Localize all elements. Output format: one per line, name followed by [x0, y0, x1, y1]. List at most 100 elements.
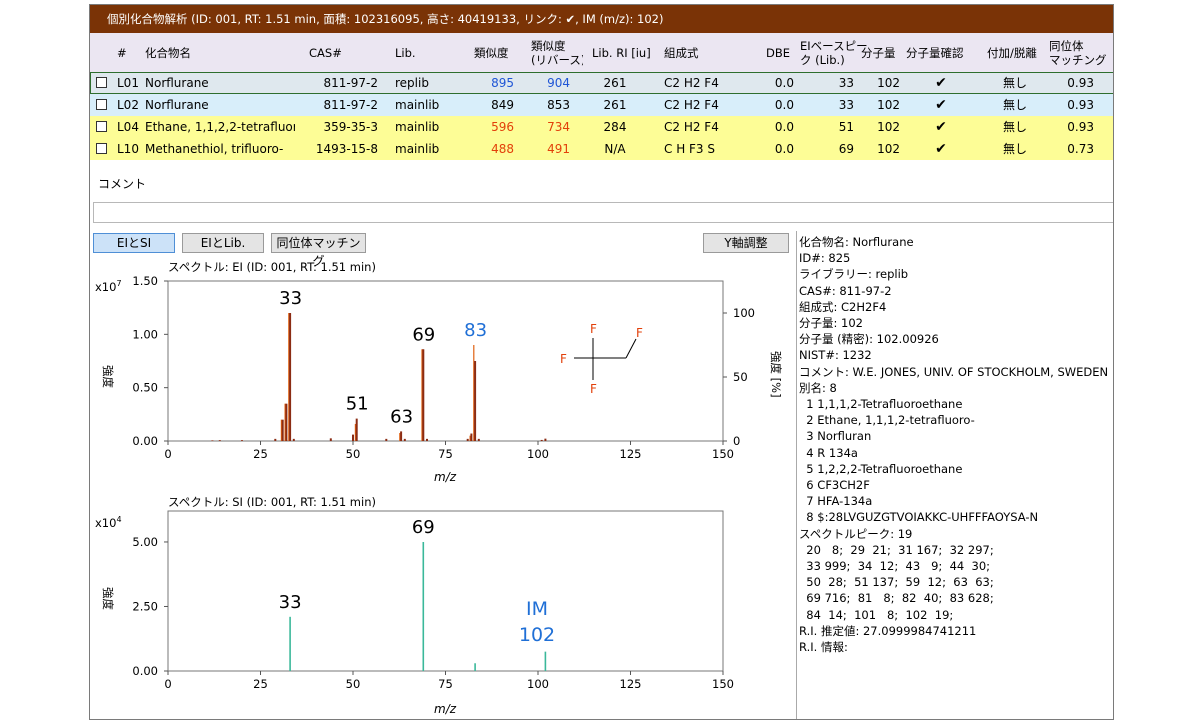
ei-y-exponent-base: x107: [95, 279, 122, 294]
si-y-axis-label: 強度: [101, 587, 115, 610]
table-row[interactable]: L01 Norflurane 811-97-2 replib 895 904 261 C2 H…: [90, 72, 1113, 94]
ei-peak-label: 51: [346, 394, 369, 415]
info-line: 化合物名: Norflurane: [799, 235, 914, 249]
cell-dbe: 0.0: [774, 98, 794, 112]
col-header-reverse-similarity[interactable]: 類似度 (リバース): [531, 38, 583, 67]
cell-ri: 284: [603, 120, 627, 134]
si-chart-title: スペクトル: SI (ID: 001, RT: 1.51 min): [168, 495, 376, 509]
ei-peak-label: 63: [390, 406, 413, 427]
cell-iso: 0.93: [1067, 98, 1094, 112]
col-header-cas[interactable]: CAS#: [309, 45, 342, 60]
y-axis-adjust-button[interactable]: Y軸調整: [703, 233, 789, 253]
info-line: 20 8; 29 21; 31 167; 32 297;: [799, 542, 994, 557]
cell-rsim: 734: [547, 120, 570, 134]
info-line: 69 716; 81 8; 82 40; 83 628;: [799, 591, 994, 606]
cell-rsim: 491: [547, 142, 570, 156]
table-header: # 化合物名 CAS# Lib. 類似度 類似度 (リバース) Lib. RI …: [90, 33, 1113, 72]
info-line: スペクトルピーク: 19: [799, 526, 913, 541]
si-x-tick-label: 25: [253, 677, 268, 691]
cell-cas: 1493-15-8: [315, 142, 378, 156]
si-y-tick-label: 5.00: [132, 535, 158, 549]
cell-lib: replib: [395, 76, 429, 90]
cell-base: 33: [838, 76, 854, 90]
comment-input[interactable]: [93, 202, 1113, 223]
col-header-mw[interactable]: 分子量: [861, 45, 896, 60]
si-y-tick-label: 0.00: [132, 664, 158, 678]
cell-dbe: 0.0: [774, 142, 794, 156]
ei-y-axis-label: 強度: [101, 365, 115, 388]
col-header-dbe[interactable]: DBE: [766, 45, 791, 60]
info-line: 2 Ethane, 1,1,1,2-tetrafluoro-: [799, 413, 975, 428]
structure-atom: F: [560, 352, 567, 366]
info-line: 4 R 134a: [799, 445, 858, 460]
info-line: 組成式: C2H2F4: [799, 299, 887, 314]
cell-formula: C2 H2 F4: [664, 120, 719, 134]
ei-peak-label: 83: [464, 320, 487, 341]
ei-y2-axis-label: 強度 [%]: [769, 351, 783, 398]
spectrum-charts: スペクトル: EI (ID: 001, RT: 1.51 min) x107 強…: [95, 260, 783, 716]
si-im-mass-label: 102: [519, 624, 555, 646]
cell-ri: 261: [603, 98, 627, 112]
isotope-matching-button[interactable]: 同位体マッチング: [271, 233, 366, 268]
col-header-lib-ri[interactable]: Lib. RI [iu]: [592, 45, 651, 60]
col-header-adduct[interactable]: 付加/脱離: [987, 45, 1037, 60]
row-checkbox[interactable]: [96, 99, 107, 110]
cell-mw: 102: [877, 98, 900, 112]
cell-iso: 0.93: [1067, 76, 1094, 90]
info-line: 33 999; 34 12; 43 9; 44 30;: [799, 559, 991, 574]
row-checkbox[interactable]: [96, 121, 107, 132]
table-row[interactable]: L10 Methanethiol, trifluoro- 1493-15-8 main…: [90, 138, 1113, 160]
info-line: ID#: 825: [799, 251, 851, 266]
ei-si-button[interactable]: EIとSI: [93, 233, 175, 253]
row-checkbox[interactable]: [96, 77, 107, 88]
cell-adduct: 無し: [1002, 120, 1027, 134]
ei-x-tick-label: 150: [712, 447, 734, 461]
structure-atom: F: [636, 326, 643, 340]
ei-lib-button[interactable]: EIとLib.: [182, 233, 264, 253]
si-x-tick-label: 50: [346, 677, 361, 691]
col-header-ei-base-peak[interactable]: EIベースピー ク (Lib.): [800, 38, 868, 67]
ei-peak-label: 69: [412, 324, 435, 345]
cell-sim: 895: [491, 76, 514, 90]
cell-sim: 596: [491, 120, 514, 134]
si-x-tick-label: 100: [527, 677, 549, 691]
cell-lib: mainlib: [395, 98, 440, 112]
col-header-index[interactable]: #: [117, 45, 127, 60]
si-spectrum-chart: スペクトル: SI (ID: 001, RT: 1.51 min) x104 強…: [95, 495, 734, 716]
structure-image: F F F F: [560, 322, 643, 396]
table-row[interactable]: L02 Norflurane 811-97-2 mainlib 849 853 261 C2 …: [90, 94, 1113, 116]
cell-mw: 102: [877, 142, 900, 156]
ei-spectrum-chart: スペクトル: EI (ID: 001, RT: 1.51 min) x107 強…: [95, 260, 783, 484]
col-header-lib[interactable]: Lib.: [395, 45, 416, 60]
info-line: ライブラリー: replib: [799, 267, 909, 282]
table-row[interactable]: L04 Ethane, 1,1,2,2-tetrafluoro- 359-35-3 m…: [90, 116, 1113, 138]
cell-confirm: ✔: [935, 141, 947, 157]
si-x-axis-label: m/z: [434, 702, 457, 716]
cell-name: Ethane, 1,1,2,2-tetrafluoro-: [145, 120, 295, 134]
info-line: R.I. 情報:: [799, 640, 848, 655]
structure-atom: F: [590, 382, 597, 396]
row-checkbox[interactable]: [96, 143, 107, 154]
col-header-isotope-matching[interactable]: 同位体 マッチング: [1049, 38, 1107, 67]
info-line: コメント: W.E. JONES, UNIV. OF STOCKHOLM, SW…: [799, 364, 1109, 379]
cell-cas: 359-35-3: [323, 120, 378, 134]
cell-rsim: 853: [547, 98, 570, 112]
cell-dbe: 0.0: [774, 120, 794, 134]
cell-mw: 102: [877, 120, 900, 134]
info-line: 8 $:28LVGUZGTVOIAKKC-UHFFFAOYSA-N: [799, 510, 1039, 525]
cell-id: L04: [117, 120, 139, 134]
info-line: 3 Norfluran: [799, 429, 872, 444]
col-header-similarity[interactable]: 類似度: [474, 45, 509, 60]
cell-base: 33: [838, 98, 854, 112]
cell-base: 51: [838, 120, 854, 134]
cell-iso: 0.73: [1067, 142, 1094, 156]
col-header-name[interactable]: 化合物名: [145, 45, 191, 60]
col-header-mw-confirm[interactable]: 分子量確認: [906, 45, 964, 60]
ei-y-tick-label: 1.50: [132, 274, 158, 288]
cell-adduct: 無し: [1002, 142, 1027, 156]
info-line: 分子量: 102: [799, 316, 863, 331]
cell-id: L01: [117, 76, 139, 90]
col-header-formula[interactable]: 組成式: [664, 45, 699, 60]
cell-id: L02: [117, 98, 139, 112]
ei-x-tick-label: 0: [164, 447, 171, 461]
